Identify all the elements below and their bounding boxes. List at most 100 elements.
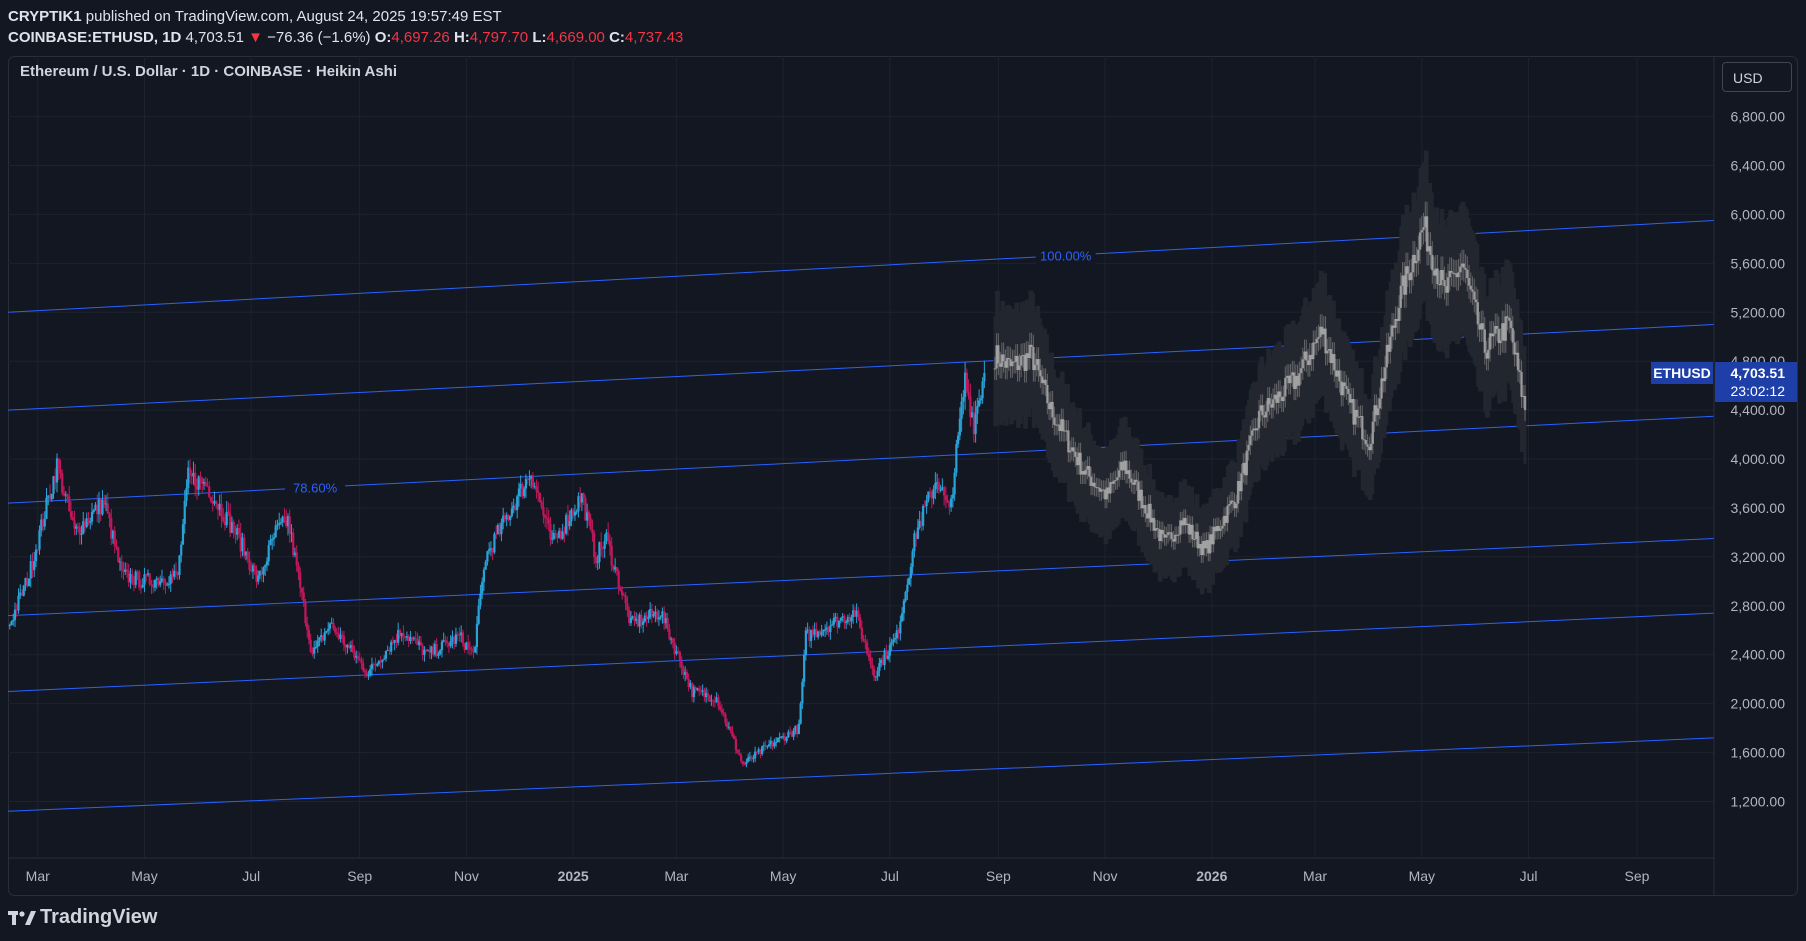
projection-candle — [1210, 534, 1214, 545]
candle-body — [302, 592, 305, 602]
candle-body — [701, 690, 704, 692]
y-tick-label: 2,000.00 — [1731, 696, 1786, 712]
candle-body — [643, 615, 647, 622]
candle-body — [320, 635, 323, 638]
y-tick-label: 3,600.00 — [1731, 500, 1786, 516]
projection-candle — [1130, 478, 1133, 483]
candle-body — [470, 648, 473, 650]
candle-body — [83, 521, 87, 527]
candle-body — [834, 616, 837, 619]
candle-body — [880, 659, 883, 664]
candle-body — [488, 549, 491, 552]
candle-body — [764, 745, 767, 747]
x-tick-label: Jul — [1520, 868, 1538, 884]
candle-body — [670, 638, 673, 640]
candle-body — [481, 581, 484, 594]
projection-candle — [1460, 263, 1464, 267]
candle-body — [638, 614, 641, 627]
projection-candle — [1432, 270, 1436, 276]
candle-body — [503, 515, 507, 520]
candle-body — [904, 591, 907, 601]
projection-candle — [1207, 540, 1210, 554]
projection-candle — [1252, 428, 1256, 431]
projection-candle — [1263, 415, 1266, 418]
candle-body — [271, 538, 274, 541]
candle-body — [199, 476, 202, 479]
candle-body — [605, 532, 608, 542]
candle-body — [657, 617, 661, 620]
projection-candle — [1355, 409, 1359, 417]
projection-candle — [1340, 381, 1343, 396]
projection-candle — [1362, 439, 1366, 441]
projection-candle — [1219, 528, 1222, 531]
candle-body — [594, 556, 598, 563]
projection-candle — [1128, 470, 1131, 479]
projection-candle — [995, 345, 998, 369]
candle-body — [36, 549, 39, 551]
candle-body — [62, 493, 66, 496]
candle-body — [918, 520, 921, 528]
tag-price: 4,703.51 — [1731, 365, 1786, 381]
candle-body — [299, 572, 302, 589]
currency-button[interactable]: USD — [1722, 62, 1792, 92]
candle-body — [283, 516, 286, 521]
candle-body — [411, 636, 414, 639]
candle-body — [40, 519, 43, 531]
candle-body — [367, 675, 370, 677]
projection-candle — [1378, 398, 1381, 409]
candle-body — [647, 617, 650, 619]
projection-candle — [1425, 216, 1429, 252]
candle-body — [458, 634, 461, 636]
candle-body — [153, 579, 157, 588]
projection-candle — [1067, 430, 1070, 453]
candle-body — [409, 636, 412, 642]
y-tick-label: 1,600.00 — [1731, 745, 1786, 761]
candle-body — [729, 726, 732, 732]
projection-candle — [1523, 396, 1527, 411]
candle-body — [209, 497, 213, 502]
candle-body — [180, 544, 183, 556]
published-text: published on TradingView.com, August 24,… — [85, 8, 502, 25]
author-name[interactable]: CRYPTIK1 — [8, 8, 82, 25]
candle-body — [80, 533, 83, 535]
projection-candle — [1464, 267, 1467, 270]
candle-body — [360, 660, 363, 664]
candle-body — [832, 618, 835, 625]
projection-candle — [1035, 359, 1039, 365]
candle-body — [327, 628, 330, 631]
candle-body — [635, 618, 638, 621]
projection-candle — [1343, 382, 1347, 387]
projection-candle — [1177, 534, 1180, 536]
projection-candle — [1448, 270, 1451, 278]
projection-candle — [1133, 479, 1137, 485]
candle-body — [633, 616, 636, 621]
candle-body — [22, 585, 25, 596]
projection-candle — [1485, 352, 1488, 359]
projection-candle — [1348, 393, 1352, 403]
projection-candle — [1198, 543, 1201, 549]
candle-body — [372, 663, 375, 665]
candle-body — [619, 588, 622, 591]
projection-candle — [1280, 397, 1284, 402]
candle-body — [215, 500, 218, 505]
tradingview-footer[interactable]: TradingView — [8, 906, 157, 929]
price-chart[interactable]: 100.00% 78.60% 1,200.00 1,600.00 2,000.00 2,… — [8, 56, 1798, 896]
candle-body — [423, 649, 426, 655]
candle-body — [703, 690, 706, 698]
candle-body — [883, 650, 886, 666]
candle-body — [838, 620, 841, 628]
candle-body — [680, 661, 683, 669]
channel-line — [8, 612, 1715, 692]
projection-candle — [1018, 365, 1021, 371]
candle-body — [824, 629, 827, 631]
candle-body — [603, 541, 606, 549]
projection-candle — [1385, 344, 1388, 368]
candle-body — [141, 584, 144, 588]
candle-body — [937, 482, 940, 490]
candle-body — [600, 542, 603, 549]
projection-candle — [1044, 379, 1047, 385]
candle-body — [260, 571, 263, 575]
candle-body — [855, 610, 858, 617]
projection-candle — [1107, 487, 1110, 494]
candle-body — [127, 570, 130, 583]
